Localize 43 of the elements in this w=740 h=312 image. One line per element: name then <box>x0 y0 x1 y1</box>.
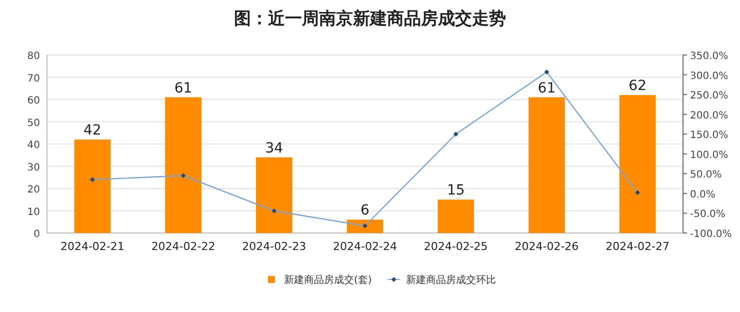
y2-tick-label: 100.0% <box>690 150 728 161</box>
y-tick-label: 60 <box>27 96 40 106</box>
bar <box>528 97 565 233</box>
x-tick-label: 2024-02-21 <box>60 240 124 253</box>
data-label: 34 <box>265 140 284 156</box>
y2-tick-label: 300.0% <box>690 70 728 82</box>
bar <box>346 220 384 233</box>
legend-label: 新建商品房成交(套) <box>284 274 372 286</box>
y2-tick-label: 350.0% <box>690 51 728 62</box>
y2-tick-label: 250.0% <box>690 90 728 102</box>
bar <box>438 200 474 233</box>
y2-tick-label: 200.0% <box>690 110 728 122</box>
bar <box>619 95 656 233</box>
y-tick-label: 50 <box>27 118 40 129</box>
y2-tick-label: -100.0% <box>690 229 732 240</box>
bar <box>165 97 202 233</box>
data-label: 61 <box>538 80 556 96</box>
y-tick-label: 30 <box>27 162 40 174</box>
bar <box>256 157 292 233</box>
y-tick-label: 20 <box>27 184 40 196</box>
y-tick-label: 40 <box>27 140 40 151</box>
x-tick-label: 2024-02-25 <box>424 240 488 253</box>
x-tick-label: 2024-02-24 <box>333 240 397 253</box>
y2-tick-label: 50.0% <box>690 170 722 181</box>
data-label: 42 <box>84 122 102 139</box>
x-tick-label: 2024-02-26 <box>514 240 579 253</box>
x-tick-label: 2024-02-27 <box>606 240 670 253</box>
y2-tick-label: 150.0% <box>690 130 728 142</box>
bar <box>74 140 111 233</box>
data-label: 6 <box>360 202 370 219</box>
data-label: 62 <box>628 78 646 94</box>
y-tick-label: 0 <box>34 229 40 240</box>
legend-label: 新建商品房成交环比 <box>406 274 496 286</box>
y-tick-label: 80 <box>27 51 40 62</box>
x-tick-label: 2024-02-23 <box>242 240 306 253</box>
chart-title: 图：近一周南京新建商品房成交走势 <box>234 9 506 29</box>
y2-tick-label: 0.0% <box>690 189 716 200</box>
data-label: 15 <box>446 182 465 199</box>
data-label: 61 <box>174 80 192 96</box>
y2-tick-label: -50.0% <box>690 209 726 220</box>
y-tick-label: 10 <box>27 206 40 218</box>
x-tick-label: 2024-02-22 <box>151 240 216 253</box>
y-tick-label: 70 <box>27 73 40 84</box>
